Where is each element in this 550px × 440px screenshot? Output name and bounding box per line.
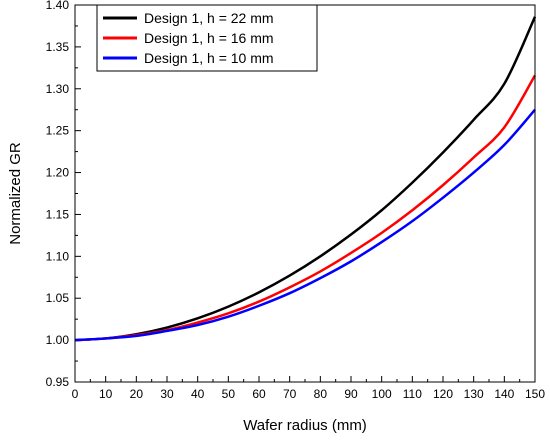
tick-labels: 0 10 20 30 40 50 60 70 80 90 100 110 120 130 140 150 0.9… (46, 0, 546, 401)
legend-label: Design 1, h = 22 mm (144, 10, 274, 26)
x-tick-label: 60 (252, 387, 266, 401)
x-tick-label: 100 (372, 387, 392, 401)
y-tick-label: 0.95 (46, 375, 70, 389)
y-tick-label: 1.40 (46, 0, 70, 12)
y-tick-label: 1.35 (46, 40, 70, 54)
y-tick-label: 1.05 (46, 291, 70, 305)
x-tick-label: 20 (130, 387, 144, 401)
x-tick-label: 0 (72, 387, 79, 401)
x-tick-label: 80 (314, 387, 328, 401)
y-tick-label: 1.15 (46, 207, 70, 221)
x-tick-label: 140 (494, 387, 514, 401)
x-tick-label: 40 (191, 387, 205, 401)
x-tick-label: 90 (344, 387, 358, 401)
legend: Design 1, h = 22 mm Design 1, h = 16 mm De… (96, 4, 318, 72)
x-tick-label: 10 (99, 387, 113, 401)
y-tick-label: 1.00 (46, 333, 70, 347)
x-tick-label: 110 (403, 387, 422, 401)
x-tick-label: 30 (160, 387, 174, 401)
x-tick-label: 70 (283, 387, 297, 401)
legend-label: Design 1, h = 16 mm (144, 30, 274, 46)
y-tick-label: 1.30 (46, 82, 70, 96)
x-tick-label: 50 (222, 387, 236, 401)
x-tick-label: 150 (525, 387, 545, 401)
series-line (74, 74, 537, 342)
series-line (74, 16, 537, 342)
x-tick-label: 130 (464, 387, 484, 401)
y-tick-label: 1.20 (46, 166, 70, 180)
y-tick-label: 1.10 (46, 249, 70, 263)
y-axis-title: Normalized GR (7, 142, 24, 245)
legend-label: Design 1, h = 10 mm (144, 50, 274, 66)
x-tick-label: 120 (433, 387, 453, 401)
series-line (74, 108, 536, 342)
series-lines (74, 16, 537, 342)
y-tick-label: 1.25 (46, 124, 70, 138)
x-axis-title: Wafer radius (mm) (243, 417, 367, 434)
